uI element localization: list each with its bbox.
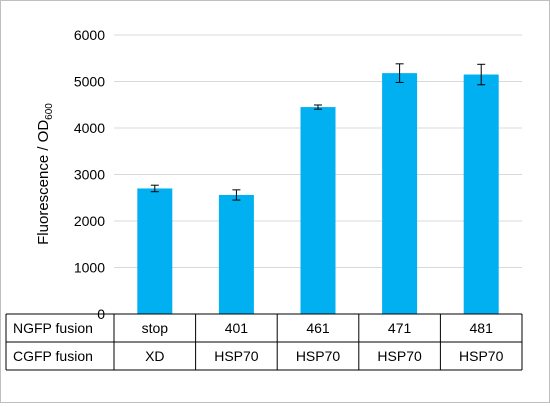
- x-category-label: HSP70: [459, 348, 504, 364]
- error-bar: [150, 184, 159, 193]
- y-axis-title: Fluorescence / OD600: [35, 103, 55, 245]
- y-tick-label: 4000: [74, 120, 105, 136]
- x-category-label: 471: [388, 320, 412, 336]
- table-row-label: CGFP fusion: [13, 348, 93, 364]
- error-bar: [232, 189, 241, 201]
- bar: [218, 194, 254, 314]
- category-table: NGFP fusion stop 401 461 471 481 CGFP fusion XD…: [5, 313, 523, 371]
- y-tick-label: 3000: [74, 167, 105, 183]
- bar: [463, 74, 499, 315]
- x-category-label: HSP70: [377, 348, 422, 364]
- y-tick-label: 2000: [74, 213, 105, 229]
- x-category-label: stop: [142, 320, 169, 336]
- y-tick-label: 6000: [74, 27, 105, 43]
- error-bar: [395, 63, 404, 83]
- x-category-label: 481: [470, 320, 494, 336]
- bars: [137, 73, 499, 315]
- bar: [137, 188, 173, 314]
- error-bar: [314, 104, 322, 110]
- y-axis-title-subscript: 600: [44, 103, 55, 120]
- x-category-label: 461: [306, 320, 330, 336]
- y-tick-label: 5000: [74, 74, 105, 90]
- bar: [300, 107, 336, 314]
- y-tick-label: 1000: [74, 260, 105, 276]
- y-axis-title-main: Fluorescence / OD: [35, 120, 52, 245]
- x-category-label: HSP70: [296, 348, 341, 364]
- x-category-label: HSP70: [214, 348, 259, 364]
- x-category-label: XD: [145, 348, 164, 364]
- bar: [382, 73, 418, 314]
- x-category-label: 401: [225, 320, 249, 336]
- table-row-label: NGFP fusion: [13, 320, 93, 336]
- error-bar: [477, 63, 486, 86]
- error-bars: [150, 63, 486, 201]
